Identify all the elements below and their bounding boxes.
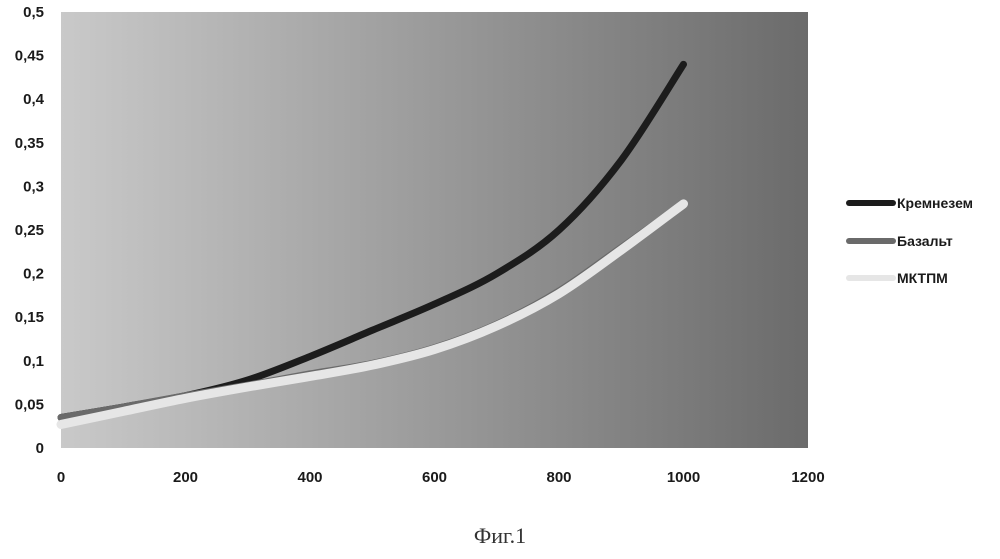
plot-area bbox=[61, 12, 808, 448]
y-axis-tick-labels: 0 0,05 0,1 0,15 0,2 0,25 0,3 0,35 0,4 0,45 0,5 bbox=[15, 4, 45, 457]
x-axis-tick-labels: 0 200 400 600 800 1000 1200 bbox=[57, 469, 825, 486]
figure-caption: Фиг.1 bbox=[0, 523, 1000, 549]
y-tick-label: 0,2 bbox=[23, 266, 44, 283]
x-tick-label: 0 bbox=[57, 469, 65, 486]
x-tick-label: 200 bbox=[173, 469, 198, 486]
y-tick-label: 0,3 bbox=[23, 178, 44, 195]
y-tick-label: 0,4 bbox=[23, 91, 45, 108]
x-tick-label: 1000 bbox=[667, 469, 700, 486]
y-tick-label: 0,15 bbox=[15, 309, 44, 326]
y-tick-label: 0,5 bbox=[23, 4, 44, 21]
y-tick-label: 0,45 bbox=[15, 48, 44, 65]
y-tick-label: 0,35 bbox=[15, 135, 44, 152]
x-tick-label: 600 bbox=[422, 469, 447, 486]
x-tick-label: 1200 bbox=[791, 469, 824, 486]
y-tick-label: 0 bbox=[36, 440, 44, 457]
legend-item: Кремнезем bbox=[849, 195, 973, 211]
x-tick-label: 800 bbox=[546, 469, 571, 486]
legend-item: МКТПМ bbox=[849, 270, 948, 286]
y-tick-label: 0,1 bbox=[23, 353, 44, 370]
y-tick-label: 0,05 bbox=[15, 396, 44, 413]
legend-label: Базальт bbox=[897, 233, 953, 249]
legend-label: МКТПМ bbox=[897, 270, 948, 286]
legend-item: Базальт bbox=[849, 233, 953, 249]
y-tick-label: 0,25 bbox=[15, 222, 44, 239]
legend-label: Кремнезем bbox=[897, 195, 973, 211]
x-tick-label: 400 bbox=[297, 469, 322, 486]
legend: Кремнезем Базальт МКТПМ bbox=[849, 195, 973, 286]
